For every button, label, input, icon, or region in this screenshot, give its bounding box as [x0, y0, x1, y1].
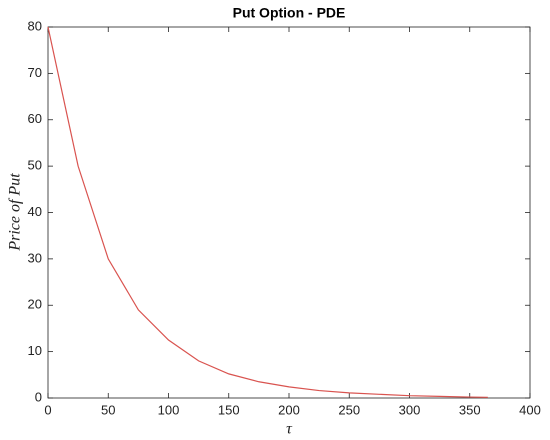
y-tick-label: 0: [35, 389, 42, 404]
y-tick-label: 50: [28, 158, 42, 173]
x-tick-label: 100: [158, 402, 180, 417]
y-tick-label: 70: [28, 65, 42, 80]
y-tick-label: 30: [28, 250, 42, 265]
y-tick-label: 60: [28, 111, 42, 126]
x-tick-label: 300: [399, 402, 421, 417]
chart-title: Put Option - PDE: [233, 5, 346, 21]
y-tick-label: 40: [28, 204, 42, 219]
x-tick-label: 200: [278, 402, 300, 417]
y-axis-label: Price of Put: [7, 173, 24, 252]
y-tick-label: 80: [28, 18, 42, 33]
y-tick-label: 10: [28, 343, 42, 358]
x-tick-label: 50: [101, 402, 115, 417]
y-tick-label: 20: [28, 297, 42, 312]
x-axis-label: τ: [286, 421, 293, 438]
data-line: [47, 26, 488, 398]
x-tick-label: 350: [459, 402, 481, 417]
x-tick-label: 400: [519, 402, 541, 417]
x-tick-label: 0: [44, 402, 51, 417]
plot-frame: [47, 26, 531, 399]
x-tick-label: 150: [218, 402, 240, 417]
x-tick-label: 250: [338, 402, 360, 417]
